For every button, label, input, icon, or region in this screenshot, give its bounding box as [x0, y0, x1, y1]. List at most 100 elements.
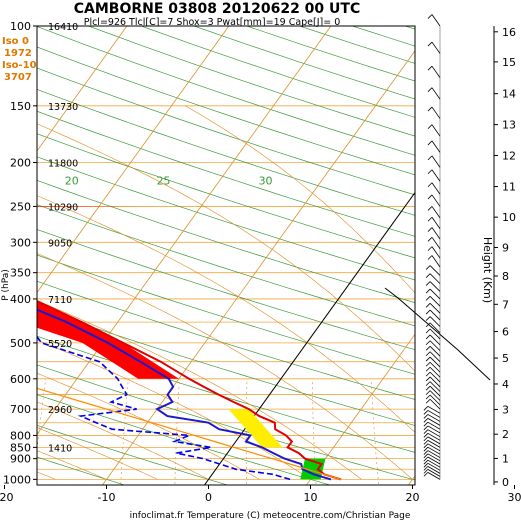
wind-barb: [431, 106, 441, 119]
height-label: 16410: [48, 22, 78, 33]
p-tick-label: 400: [10, 293, 31, 306]
wind-profile: [384, 14, 491, 480]
height-label: 1410: [48, 443, 72, 454]
wind-barb: [431, 182, 441, 195]
wind-barb: [427, 450, 441, 458]
wind-barb-flag: [425, 390, 431, 395]
wind-barb: [431, 169, 441, 182]
dry-adiabat: [37, 307, 415, 426]
p-tick-label: 500: [10, 337, 31, 350]
wind-barb-flag: [427, 237, 433, 242]
wind-barb: [431, 140, 441, 153]
wind-barb-flag: [425, 385, 431, 391]
height-label: 11800: [48, 158, 78, 169]
wind-barb-flag: [427, 140, 433, 146]
moist-adiabat: [37, 401, 209, 480]
sounding-series-2: [37, 335, 291, 481]
wind-barb-flag: [423, 456, 429, 462]
y-axis-label: P (hPa): [1, 269, 11, 301]
p-tick-label: 150: [10, 100, 31, 113]
wind-barb: [429, 381, 441, 392]
wind-barb: [427, 446, 441, 455]
wind-barb-flag: [425, 356, 431, 362]
wind-barb-flag: [427, 216, 433, 222]
wind-barb: [431, 155, 441, 168]
isotherm-line: [37, 26, 128, 152]
km-tick-label: 2: [502, 428, 509, 441]
wind-barb: [429, 371, 441, 383]
wind-barb-flag: [423, 433, 429, 438]
wind-barb-flag: [425, 394, 431, 400]
wind-barb: [431, 237, 441, 250]
wind-barb-flag: [425, 398, 431, 404]
x-tick-label: 0: [205, 491, 212, 504]
p-tick-label: 1000: [3, 473, 31, 486]
km-tick-label: 4: [502, 378, 509, 391]
wind-barb: [429, 281, 441, 292]
dry-adiabat: [37, 89, 415, 216]
wind-barb-flag: [427, 206, 433, 211]
p-tick-label: 200: [10, 156, 31, 169]
km-tick-label: 16: [502, 26, 516, 39]
cin-area: [228, 409, 283, 448]
height-label: 9050: [48, 238, 72, 249]
km-tick-label: 5: [502, 352, 509, 365]
wind-barb: [431, 124, 441, 137]
wind-barb-flag: [425, 334, 431, 340]
wind-barb: [429, 361, 441, 373]
wind-barb: [429, 351, 441, 362]
plot-frame: [36, 25, 416, 486]
wind-barb-flag: [425, 265, 431, 270]
km-tick-label: 13: [502, 119, 516, 132]
height-label: 2960: [48, 405, 72, 416]
wind-barb-flag: [425, 346, 431, 351]
wind-barb-flag: [427, 227, 433, 232]
wind-barb: [431, 41, 441, 54]
km-tick-label: 7: [502, 298, 509, 311]
isotherm-line: [37, 26, 230, 294]
wind-barb: [427, 472, 441, 480]
wind-barb-flag: [423, 472, 429, 477]
wind-barb-flag: [425, 328, 431, 334]
chart-subtitle: Plcl=926 Tlcl[C]=7 Shox=3 Pwat[mm]=19 Ca…: [84, 17, 341, 28]
cape-area: [37, 206, 179, 379]
wind-barb-flag: [425, 322, 431, 328]
dry-adiabat: [37, 424, 229, 485]
km-tick-label: 9: [502, 241, 509, 254]
dry-adiabat: [37, 364, 415, 481]
km-tick-label: 6: [502, 326, 509, 339]
wind-barb: [427, 421, 441, 430]
wind-barb-flag: [425, 316, 431, 321]
dry-adiabat: [37, 133, 415, 259]
wind-barb: [429, 309, 441, 321]
dry-adiabat: [37, 254, 415, 375]
wind-barb: [431, 227, 441, 240]
wind-barb: [431, 87, 441, 100]
wind-barb-flag: [423, 469, 429, 474]
wind-barb-flag: [427, 194, 433, 200]
wind-barb: [427, 432, 441, 441]
wind-barb: [427, 469, 441, 477]
plot-area: [37, 26, 415, 485]
moist-adiabat: [185, 105, 415, 294]
wind-barb: [429, 390, 441, 401]
wind-barb: [429, 265, 441, 276]
wind-barb: [429, 303, 441, 314]
wind-barb-flag: [425, 281, 431, 286]
wind-barb-flag: [425, 351, 431, 357]
wind-barb: [431, 194, 441, 207]
moist-adiabat: [37, 195, 415, 433]
wind-barb: [427, 459, 441, 468]
km-tick-label: 15: [502, 56, 516, 69]
isotherm-line: [37, 26, 332, 435]
moist-adiabat: [37, 339, 311, 480]
wind-barb-flag: [423, 440, 429, 445]
wind-barb-flag: [423, 450, 429, 455]
p-tick-label: 100: [10, 20, 31, 33]
dry-adiabat: [37, 280, 415, 400]
wind-barb: [427, 414, 441, 422]
wind-barb-flag: [425, 381, 431, 386]
wind-barb-flag: [427, 182, 433, 188]
wind-barb-flag: [425, 376, 431, 382]
